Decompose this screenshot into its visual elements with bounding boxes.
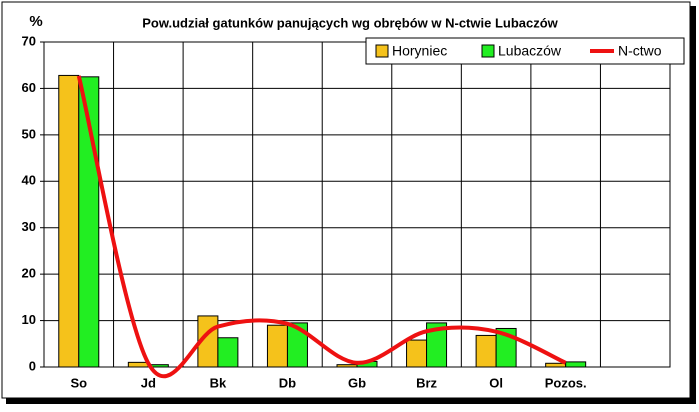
legend-label: Lubaczów (498, 43, 562, 59)
legend-swatch (375, 44, 389, 58)
y-tick-label: 0 (29, 358, 36, 373)
y-tick-label: 60 (22, 80, 36, 95)
bar (266, 324, 288, 368)
bar (426, 322, 448, 368)
y-tick-label: 30 (22, 219, 36, 234)
bar (217, 337, 239, 368)
x-tick-label: So (70, 375, 87, 390)
y-tick-label: 20 (22, 266, 36, 281)
legend-label: N-ctwo (618, 43, 662, 59)
x-tick-label: Pozos. (545, 375, 587, 390)
legend-box (365, 37, 685, 65)
y-axis-label: % (29, 13, 42, 30)
x-tick-label: Jd (141, 375, 156, 390)
y-tick-label: 70 (22, 33, 36, 48)
y-tick-label: 40 (22, 173, 36, 188)
chart-title: Pow.udział gatunków panujących wg obrębó… (142, 15, 558, 30)
bar (58, 74, 80, 368)
x-tick-label: Db (279, 375, 296, 390)
legend-swatch (481, 44, 495, 58)
line (76, 75, 567, 379)
bar (475, 334, 497, 368)
bar (565, 361, 587, 368)
x-tick-label: Brz (416, 375, 437, 390)
bar (545, 362, 567, 368)
x-tick-label: Gb (348, 375, 366, 390)
x-tick-label: Bk (210, 375, 227, 390)
legend-label: Horyniec (392, 43, 447, 59)
y-tick-label: 50 (22, 126, 36, 141)
x-tick-label: Ol (489, 375, 503, 390)
bar (406, 339, 428, 368)
y-tick-label: 10 (22, 312, 36, 327)
bar (127, 361, 149, 368)
bar (286, 322, 308, 368)
bar (336, 364, 358, 368)
plot-area (43, 41, 671, 368)
